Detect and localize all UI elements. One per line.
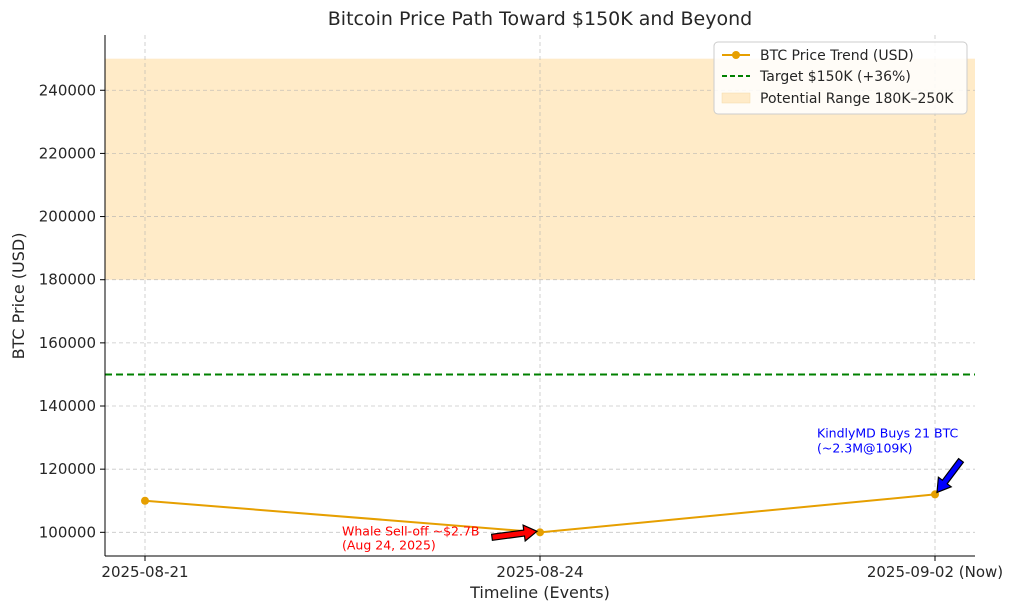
annotation-text-whale: (Aug 24, 2025) <box>342 537 436 552</box>
y-tick-label: 120000 <box>39 460 96 478</box>
series-group <box>141 490 939 537</box>
annotation-arrow-kindlymd <box>936 457 965 494</box>
y-tick-label: 200000 <box>39 208 96 226</box>
annotation-text-kindlymd: (~2.3M@109K) <box>817 440 912 455</box>
y-tick-label: 140000 <box>39 397 96 415</box>
axes: 100000 120000 140000 160000 180000 200000 2200… <box>39 35 1003 581</box>
x-tick-label: 2025-08-24 <box>496 563 583 581</box>
y-tick-label: 220000 <box>39 144 96 162</box>
legend-label: Target $150K (+36%) <box>759 69 911 85</box>
y-axis-label: BTC Price (USD) <box>9 233 28 360</box>
legend-box <box>713 41 968 115</box>
data-point <box>141 496 149 505</box>
chart-title: Bitcoin Price Path Toward $150K and Beyo… <box>328 8 752 30</box>
legend-label: Potential Range 180K–250K <box>760 91 954 107</box>
data-point <box>536 528 544 537</box>
x-axis-label: Timeline (Events) <box>469 583 610 602</box>
annotation-arrow-whale <box>490 524 539 543</box>
legend-marker-series <box>732 51 740 59</box>
annotation-text-kindlymd: KindlyMD Buys 21 BTC <box>817 425 959 440</box>
annotations: Whale Sell-off ~$2.7B(Aug 24, 2025) Kindl… <box>342 425 965 552</box>
legend-label: BTC Price Trend (USD) <box>760 48 914 64</box>
x-tick-label: 2025-08-21 <box>101 563 188 581</box>
annotation-text-whale: Whale Sell-off ~$2.7B <box>342 523 480 538</box>
x-tick-label: 2025-09-02 (Now) <box>867 563 1003 581</box>
y-tick-label: 100000 <box>39 523 96 541</box>
legend: BTC Price Trend (USD) Target $150K (+36%)… <box>713 41 968 115</box>
y-tick-label: 160000 <box>39 334 96 352</box>
y-tick-label: 180000 <box>39 271 96 289</box>
legend-swatch-range <box>721 92 751 104</box>
y-tick-label: 240000 <box>39 81 96 99</box>
